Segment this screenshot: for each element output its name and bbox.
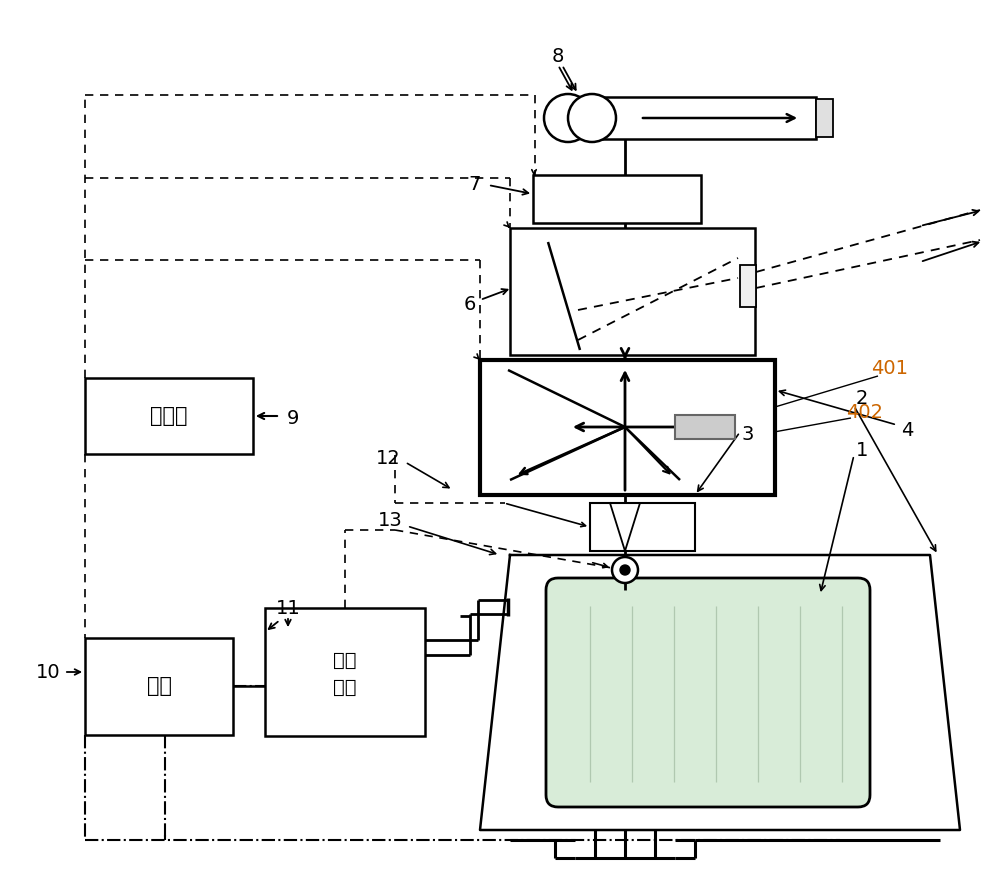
Bar xyxy=(816,99,833,137)
Text: 4: 4 xyxy=(901,421,913,439)
Circle shape xyxy=(612,557,638,583)
Bar xyxy=(510,228,755,355)
Bar xyxy=(533,175,701,223)
Text: 401: 401 xyxy=(872,359,908,377)
Text: 402: 402 xyxy=(846,402,884,422)
FancyBboxPatch shape xyxy=(546,578,870,807)
Text: 12: 12 xyxy=(376,448,400,468)
Text: 13: 13 xyxy=(378,510,402,530)
Bar xyxy=(265,608,425,736)
Text: 2: 2 xyxy=(856,388,868,408)
Bar xyxy=(480,360,775,495)
Text: 1: 1 xyxy=(856,440,868,460)
Bar xyxy=(740,265,756,307)
Text: 电源: 电源 xyxy=(146,676,172,696)
Circle shape xyxy=(620,565,630,575)
Text: 冷却
单元: 冷却 单元 xyxy=(333,652,357,697)
Text: 9: 9 xyxy=(287,408,299,428)
Text: 8: 8 xyxy=(552,48,564,66)
Text: 10: 10 xyxy=(36,662,60,682)
Bar xyxy=(85,378,253,454)
Text: 7: 7 xyxy=(469,176,481,194)
Bar xyxy=(586,97,816,139)
Bar xyxy=(675,415,735,439)
Text: 3: 3 xyxy=(742,425,754,445)
Polygon shape xyxy=(610,503,640,551)
Bar xyxy=(590,503,695,551)
Circle shape xyxy=(568,94,616,142)
Text: 6: 6 xyxy=(464,295,476,315)
Bar xyxy=(85,638,233,735)
Text: 11: 11 xyxy=(276,598,300,618)
Circle shape xyxy=(544,94,592,142)
Text: 控制器: 控制器 xyxy=(150,406,188,426)
